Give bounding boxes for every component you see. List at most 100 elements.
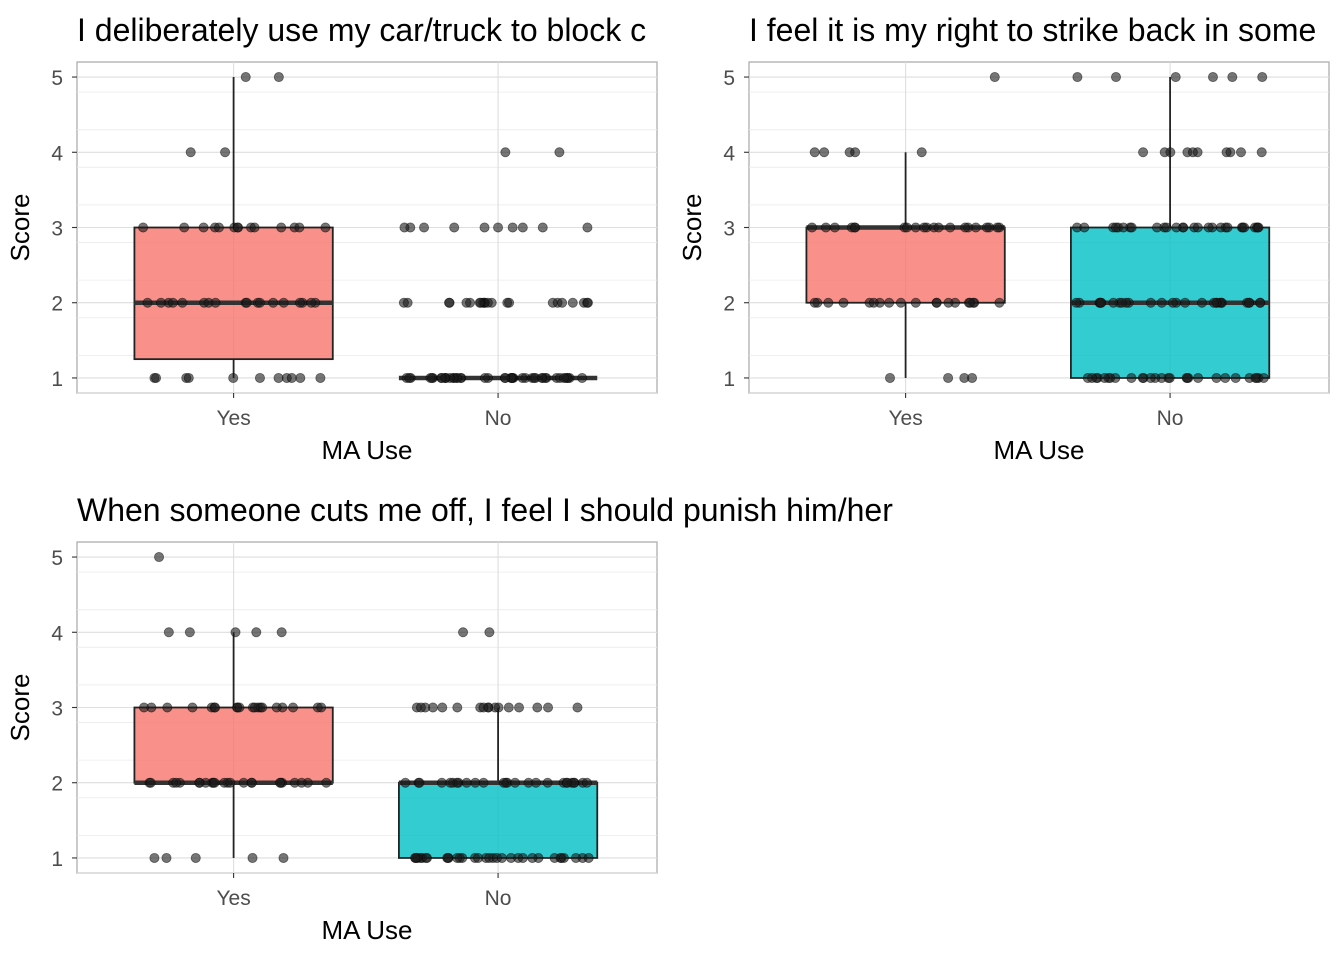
- data-point: [278, 852, 289, 863]
- data-point: [1156, 297, 1167, 308]
- data-point: [1239, 222, 1250, 233]
- data-point: [1161, 222, 1172, 233]
- data-point: [823, 297, 834, 308]
- data-point: [1145, 372, 1156, 383]
- box-yes: [133, 632, 334, 858]
- data-point: [577, 372, 588, 383]
- data-point: [537, 372, 548, 383]
- data-point: [1187, 147, 1198, 158]
- y-tick-label: 4: [51, 622, 63, 645]
- data-point: [399, 222, 410, 233]
- data-point: [901, 222, 912, 233]
- data-point: [425, 372, 436, 383]
- data-point: [838, 297, 849, 308]
- data-point: [532, 702, 543, 713]
- panel-3: When someone cuts me off, I feel I shoul…: [5, 492, 893, 945]
- data-point: [819, 147, 830, 158]
- data-point: [479, 372, 490, 383]
- data-point: [414, 777, 425, 788]
- data-point: [436, 372, 447, 383]
- data-point: [442, 852, 453, 863]
- data-point: [452, 702, 463, 713]
- data-point: [504, 297, 515, 308]
- data-point: [1203, 222, 1214, 233]
- data-point: [437, 702, 448, 713]
- data-point: [547, 297, 558, 308]
- data-point: [496, 852, 507, 863]
- data-point: [452, 852, 463, 863]
- data-point: [321, 777, 332, 788]
- chart-title: I feel it is my right to strike back in …: [749, 12, 1316, 48]
- chart-title: I deliberately use my car/truck to block…: [77, 12, 646, 48]
- y-axis-label: Score: [677, 194, 707, 262]
- data-point: [561, 777, 572, 788]
- data-point: [1257, 72, 1268, 83]
- y-tick-label: 5: [51, 547, 63, 570]
- data-point: [517, 852, 528, 863]
- data-point: [809, 297, 820, 308]
- data-point: [558, 852, 569, 863]
- data-point: [582, 297, 593, 308]
- data-point: [1220, 372, 1231, 383]
- y-tick-label: 2: [723, 293, 735, 316]
- data-point: [171, 777, 182, 788]
- data-point: [249, 702, 260, 713]
- data-point: [213, 222, 224, 233]
- data-point: [1159, 147, 1170, 158]
- data-point: [400, 777, 411, 788]
- data-point: [296, 777, 307, 788]
- data-point: [1138, 147, 1149, 158]
- y-tick-label: 3: [51, 698, 63, 721]
- y-tick-label: 2: [51, 293, 63, 316]
- data-point: [1227, 72, 1238, 83]
- data-point: [145, 777, 156, 788]
- data-point: [557, 297, 568, 308]
- y-tick-label: 3: [51, 218, 63, 241]
- data-point: [209, 777, 220, 788]
- data-point: [220, 147, 231, 158]
- data-point: [154, 552, 165, 563]
- data-point: [404, 372, 415, 383]
- data-point: [246, 777, 257, 788]
- y-tick-label: 4: [723, 142, 735, 165]
- data-point: [1145, 297, 1156, 308]
- data-point: [1152, 222, 1163, 233]
- data-point: [444, 297, 455, 308]
- data-point: [138, 222, 149, 233]
- data-point: [254, 372, 265, 383]
- data-point: [1095, 297, 1106, 308]
- data-point: [478, 777, 489, 788]
- data-point: [142, 297, 153, 308]
- data-point: [273, 72, 284, 83]
- data-point: [210, 702, 221, 713]
- iqr-box: [805, 226, 1006, 304]
- data-point: [919, 222, 930, 233]
- y-axis-label: Score: [5, 194, 35, 262]
- data-point: [410, 852, 421, 863]
- data-point: [1211, 372, 1222, 383]
- box-no: [397, 707, 599, 859]
- data-point: [210, 297, 221, 308]
- data-point: [809, 147, 820, 158]
- data-point: [868, 297, 879, 308]
- data-point: [1126, 372, 1137, 383]
- data-point: [458, 627, 469, 638]
- data-point: [479, 222, 490, 233]
- x-tick-label: Yes: [888, 407, 922, 430]
- data-point: [484, 627, 495, 638]
- data-point: [542, 777, 553, 788]
- data-point: [1171, 222, 1182, 233]
- panel-1: I deliberately use my car/truck to block…: [5, 12, 658, 465]
- data-point: [177, 297, 188, 308]
- box-yes: [133, 77, 334, 378]
- data-point: [910, 222, 921, 233]
- data-point: [1221, 147, 1232, 158]
- data-point: [184, 627, 195, 638]
- data-point: [1118, 222, 1129, 233]
- data-point: [419, 222, 430, 233]
- data-point: [1111, 72, 1122, 83]
- iqr-box: [133, 706, 334, 784]
- data-point: [470, 777, 481, 788]
- data-point: [306, 297, 317, 308]
